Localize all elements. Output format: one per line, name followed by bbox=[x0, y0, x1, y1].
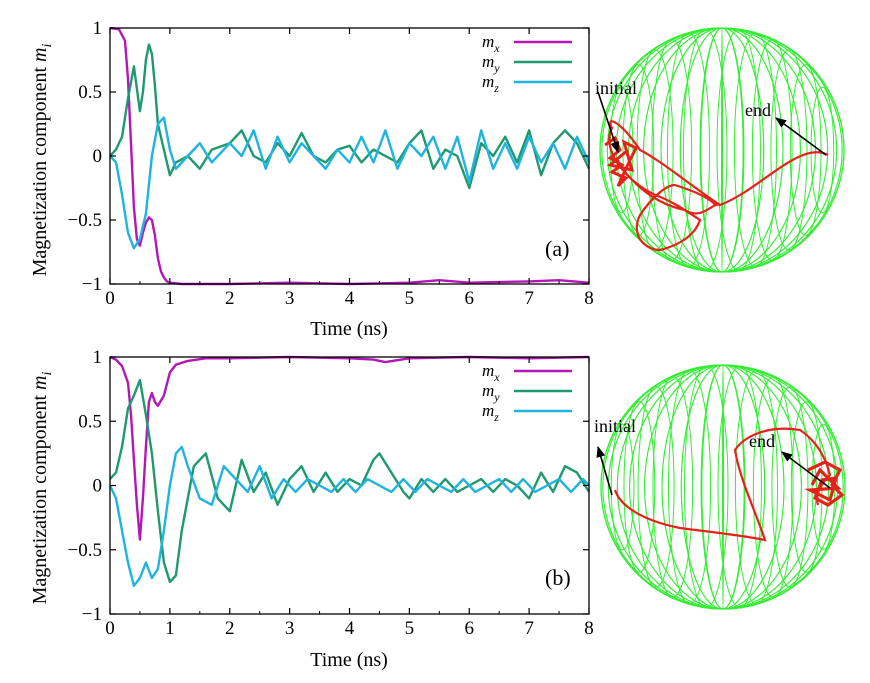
y-tick-label-a: −0.5 bbox=[68, 210, 102, 231]
x-tick-label-a: 6 bbox=[465, 288, 475, 309]
x-axis-title-a: Time (ns) bbox=[310, 318, 388, 340]
series-line-x-b bbox=[109, 355, 590, 541]
x-tick-label-b: 8 bbox=[584, 618, 594, 639]
trajectory-cluster-b bbox=[804, 460, 845, 507]
y-tick-label-b: 0.5 bbox=[78, 411, 102, 432]
end-label-b: end bbox=[749, 431, 775, 451]
magnetization-sphere-b: initial end bbox=[594, 364, 846, 610]
y-tick-label-a: 1 bbox=[93, 18, 103, 39]
sphere-wireframe-b bbox=[600, 364, 846, 610]
sphere-latitude bbox=[734, 369, 779, 605]
series-line-y-b bbox=[109, 378, 591, 584]
x-tick-label-a: 7 bbox=[524, 288, 534, 309]
x-tick-label-a: 5 bbox=[405, 288, 415, 309]
legend-label-z-b: mz bbox=[482, 401, 499, 424]
y-tick-label-a: −1 bbox=[82, 274, 102, 295]
y-tick-label-b: 0 bbox=[93, 476, 103, 497]
x-tick-label-a: 2 bbox=[225, 288, 235, 309]
magnetization-sphere-a: initial end bbox=[595, 27, 845, 273]
sphere-latitude bbox=[810, 86, 835, 214]
sphere-latitude bbox=[771, 386, 809, 588]
x-tick-label-b: 1 bbox=[165, 618, 175, 639]
sphere-meridian bbox=[722, 364, 724, 610]
x-tick-label-b: 3 bbox=[285, 618, 295, 639]
sphere-latitude bbox=[699, 27, 745, 273]
sphere-latitude bbox=[752, 376, 794, 598]
sphere-latitude bbox=[790, 401, 823, 573]
legend-label-x-b: mx bbox=[482, 361, 500, 384]
sphere-latitude bbox=[610, 423, 635, 551]
sphere-latitude bbox=[666, 32, 711, 268]
initial-label-b: initial bbox=[594, 416, 636, 436]
sphere-latitude bbox=[651, 39, 693, 261]
sphere-latitude bbox=[751, 39, 793, 261]
trajectory-path-b bbox=[613, 427, 832, 542]
plot-panel-a: 0 1 2 3 4 5 6 7 8 1 0.5 0 −0.5 −1 (a) Time (ns) mxmym… bbox=[68, 18, 594, 340]
series-line-x-a bbox=[109, 26, 590, 286]
sphere-meridian bbox=[721, 27, 723, 273]
x-tick-label-a: 8 bbox=[584, 288, 594, 309]
x-tick-label-b: 5 bbox=[405, 618, 415, 639]
y-tick-label-b: 1 bbox=[93, 347, 103, 368]
end-label-a: end bbox=[745, 100, 771, 120]
trajectory-path-a bbox=[608, 120, 829, 252]
sphere-latitude bbox=[652, 376, 694, 598]
y-tick-label-a: 0 bbox=[93, 146, 103, 167]
sphere-latitude bbox=[683, 28, 728, 272]
series-line-z-b bbox=[108, 445, 590, 587]
y-axis-title-b: Magnetization component mi bbox=[29, 372, 55, 605]
y-axis-title-a: Magnetization component mi bbox=[29, 44, 55, 277]
x-tick-label-b: 0 bbox=[105, 618, 115, 639]
x-tick-label-a: 4 bbox=[345, 288, 355, 309]
plot-area-b: 0 1 2 3 4 5 6 7 8 1 0.5 0 −0.5 −1 bbox=[68, 347, 594, 639]
x-tick-label-a: 3 bbox=[285, 288, 295, 309]
sphere-latitude bbox=[717, 365, 762, 609]
sphere-latitude bbox=[789, 64, 822, 236]
x-tick-label-b: 4 bbox=[345, 618, 355, 639]
x-tick-label-b: 2 bbox=[225, 618, 235, 639]
x-tick-label-a: 1 bbox=[165, 288, 175, 309]
plot-frame-a bbox=[109, 27, 590, 285]
arrow-initial-b bbox=[596, 445, 613, 496]
y-tick-label-b: −0.5 bbox=[68, 540, 102, 561]
sphere-latitude bbox=[667, 369, 712, 605]
x-tick-label-b: 6 bbox=[465, 618, 475, 639]
x-tick-label-a: 0 bbox=[105, 288, 115, 309]
sphere-wireframe-a bbox=[599, 27, 845, 273]
legend-label-z-a: mz bbox=[482, 72, 499, 95]
sphere-latitude bbox=[684, 365, 729, 609]
arrow-end-b bbox=[781, 451, 831, 489]
legend-label-y-b: my bbox=[482, 381, 500, 404]
plot-panel-b: 0 1 2 3 4 5 6 7 8 1 0.5 0 −0.5 −1 (b) Time (ns) mxmym… bbox=[68, 347, 594, 671]
series-line-y-a bbox=[109, 43, 591, 190]
x-tick-label-b: 7 bbox=[524, 618, 534, 639]
initial-label-a: initial bbox=[595, 78, 637, 98]
arrow-end-a bbox=[775, 117, 827, 156]
series-line-z-a bbox=[109, 116, 591, 250]
x-axis-title-b: Time (ns) bbox=[310, 649, 388, 671]
panel-label-a: (a) bbox=[545, 236, 569, 261]
y-tick-label-a: 0.5 bbox=[78, 82, 102, 103]
y-tick-label-b: −1 bbox=[82, 604, 102, 625]
sphere-latitude bbox=[637, 386, 675, 588]
panel-label-b: (b) bbox=[545, 565, 571, 590]
plot-area-a: 0 1 2 3 4 5 6 7 8 1 0.5 0 −0.5 −1 bbox=[68, 18, 594, 309]
sphere-latitude bbox=[716, 28, 761, 272]
arrow-initial-a bbox=[597, 91, 620, 154]
sphere-latitude bbox=[770, 49, 808, 251]
sphere-latitude bbox=[733, 32, 778, 268]
legend-label-y-a: my bbox=[482, 52, 500, 75]
sphere-latitude bbox=[623, 401, 656, 573]
legend-label-x-a: mx bbox=[482, 32, 500, 55]
